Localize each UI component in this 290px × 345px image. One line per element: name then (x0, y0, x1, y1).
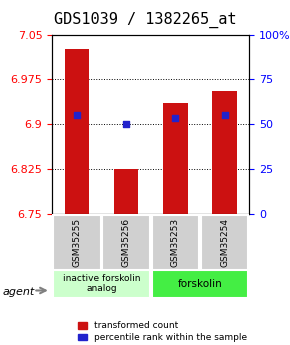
Bar (163, 103, 188, 214)
Bar (64, 49, 89, 214)
Text: GSM35254: GSM35254 (220, 218, 229, 267)
Text: inactive forskolin
analog: inactive forskolin analog (63, 274, 140, 294)
Text: GSM35255: GSM35255 (72, 218, 81, 267)
Point (124, 121, 128, 127)
FancyBboxPatch shape (53, 270, 150, 298)
FancyBboxPatch shape (53, 215, 101, 270)
Text: forskolin: forskolin (178, 279, 222, 289)
FancyBboxPatch shape (152, 215, 199, 270)
FancyBboxPatch shape (201, 215, 249, 270)
Text: GDS1039 / 1382265_at: GDS1039 / 1382265_at (54, 11, 236, 28)
Legend: transformed count, percentile rank within the sample: transformed count, percentile rank withi… (76, 319, 249, 344)
Point (75, 112, 79, 118)
Text: GSM35253: GSM35253 (171, 218, 180, 267)
FancyBboxPatch shape (102, 215, 150, 270)
Text: agent: agent (3, 287, 35, 296)
Point (173, 116, 178, 121)
FancyBboxPatch shape (152, 270, 249, 298)
Bar (114, 169, 139, 214)
Point (222, 112, 227, 118)
Text: GSM35256: GSM35256 (122, 218, 131, 267)
Bar (213, 91, 237, 214)
